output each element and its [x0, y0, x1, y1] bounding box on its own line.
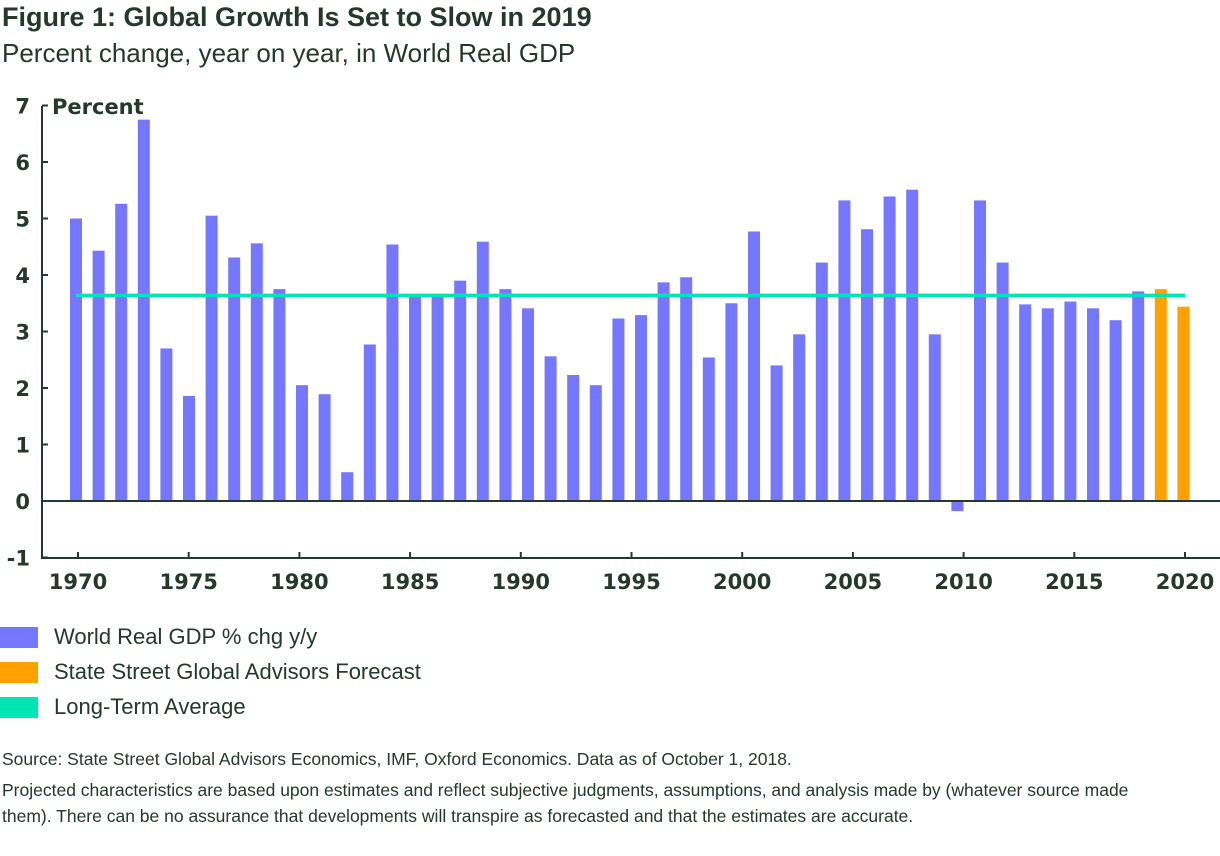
- gdp-bar-1985: [409, 296, 421, 501]
- x-tick-label: 1985: [381, 570, 439, 594]
- gdp-bar-1971: [92, 250, 105, 501]
- gdp-bar-1992: [567, 375, 580, 501]
- gdp-bar-2012: [1019, 304, 1032, 501]
- x-tick-label: 1980: [270, 570, 328, 594]
- disclaimer-note: Projected characteristics are based upon…: [2, 780, 1129, 826]
- gdp-bar-1990: [522, 308, 534, 501]
- legend-swatch-average: [0, 696, 38, 718]
- gdp-bar-1973: [137, 119, 150, 501]
- legend-label: State Street Global Advisors Forecast: [54, 659, 421, 684]
- gdp-bar-1981: [318, 394, 331, 501]
- legend-item-forecast: State Street Global Advisors Forecast: [0, 659, 421, 685]
- gdp-bar-1970: [70, 218, 82, 501]
- y-tick-label: 0: [15, 490, 30, 514]
- gdp-bar-2014: [1064, 301, 1077, 501]
- gdp-bar-2016: [1109, 320, 1122, 501]
- legend-label: Long-Term Average: [54, 694, 246, 719]
- gdp-bar-1975: [183, 395, 195, 501]
- gdp-bar-1974: [160, 348, 173, 501]
- gdp-bar-1976: [205, 215, 218, 502]
- gdp-bar-1977: [228, 257, 241, 501]
- y-tick-label: 2: [15, 377, 30, 401]
- forecast-bar-2018: [1154, 289, 1167, 501]
- gdp-bar-2013: [1041, 308, 1054, 501]
- chart-title: Figure 1: Global Growth Is Set to Slow i…: [2, 2, 592, 32]
- gdp-bar-1993: [589, 385, 602, 501]
- legend-item-average: Long-Term Average: [0, 694, 246, 720]
- y-tick-label: 5: [15, 208, 30, 232]
- gdp-bar-1987: [454, 280, 467, 501]
- x-tick-label: 1995: [602, 570, 660, 594]
- gdp-bar-1979: [273, 289, 286, 501]
- gdp-bar-2017: [1132, 291, 1145, 501]
- legend-label: World Real GDP % chg y/y: [54, 624, 318, 649]
- gdp-bar-1989: [499, 289, 512, 501]
- gdp-bar-2000: [748, 231, 760, 501]
- gdp-bar-2009: [951, 501, 964, 512]
- x-tick-label: 2010: [934, 570, 992, 594]
- x-tick-label: 2020: [1156, 570, 1214, 594]
- x-tick-label: 1990: [492, 570, 550, 594]
- gdp-bar-2004: [838, 200, 851, 502]
- y-tick-label: -1: [7, 547, 30, 571]
- x-tick-label: 1970: [49, 570, 107, 594]
- chart-subtitle: Percent change, year on year, in World R…: [2, 38, 576, 68]
- gdp-bar-1988: [476, 241, 489, 502]
- gdp-bar-1998: [702, 357, 715, 501]
- gdp-bar-2008: [928, 334, 941, 501]
- gdp-bar-1984: [386, 244, 399, 502]
- legend-item-gdp: World Real GDP % chg y/y: [0, 624, 317, 650]
- gdp-bar-1972: [115, 203, 128, 501]
- bar-chart: -1 0 1 2 3 4 5 6 7 1970 1975 1980 1985 1990 1995 2000 20…: [7, 95, 1220, 594]
- x-tick-label: 1975: [159, 570, 217, 594]
- gdp-bar-1991: [544, 356, 557, 501]
- gdp-bar-1997: [680, 277, 693, 501]
- source-note: Source: State Street Global Advisors Eco…: [2, 749, 792, 769]
- gdp-bar-2005: [861, 229, 873, 502]
- x-tick-label: 2000: [713, 570, 771, 594]
- gdp-bar-1978: [250, 243, 263, 502]
- gdp-bar-2015: [1087, 308, 1099, 501]
- gdp-bar-2010: [974, 200, 986, 502]
- gdp-bar-1996: [657, 282, 670, 501]
- gdp-bar-2006: [883, 196, 896, 501]
- gdp-bar-2001: [770, 365, 783, 501]
- gdp-bar-1983: [363, 344, 376, 501]
- y-tick-label: 4: [15, 264, 30, 288]
- y-tick-label: 1: [15, 434, 30, 458]
- legend-swatch-forecast: [0, 661, 38, 683]
- gdp-bar-2011: [996, 262, 1009, 501]
- x-tick-label: 2005: [824, 570, 882, 594]
- gdp-bar-1986: [431, 296, 444, 501]
- gdp-bar-1980: [296, 385, 308, 501]
- y-tick-label: 3: [15, 321, 30, 345]
- x-tick-label: 2015: [1045, 570, 1103, 594]
- legend-swatch-gdp: [0, 626, 38, 648]
- forecast-bar-2019: [1177, 306, 1190, 501]
- gdp-bar-2007: [906, 189, 919, 501]
- gdp-bar-1994: [612, 318, 625, 501]
- gdp-bar-2002: [793, 334, 806, 501]
- gdp-bar-1999: [725, 303, 738, 501]
- y-axis-label: Percent: [52, 95, 144, 119]
- y-tick-label: 6: [15, 151, 30, 175]
- gdp-bar-1982: [341, 472, 354, 501]
- gdp-bar-2003: [815, 262, 828, 501]
- gdp-bar-1995: [635, 315, 647, 501]
- y-tick-label: 7: [15, 95, 30, 119]
